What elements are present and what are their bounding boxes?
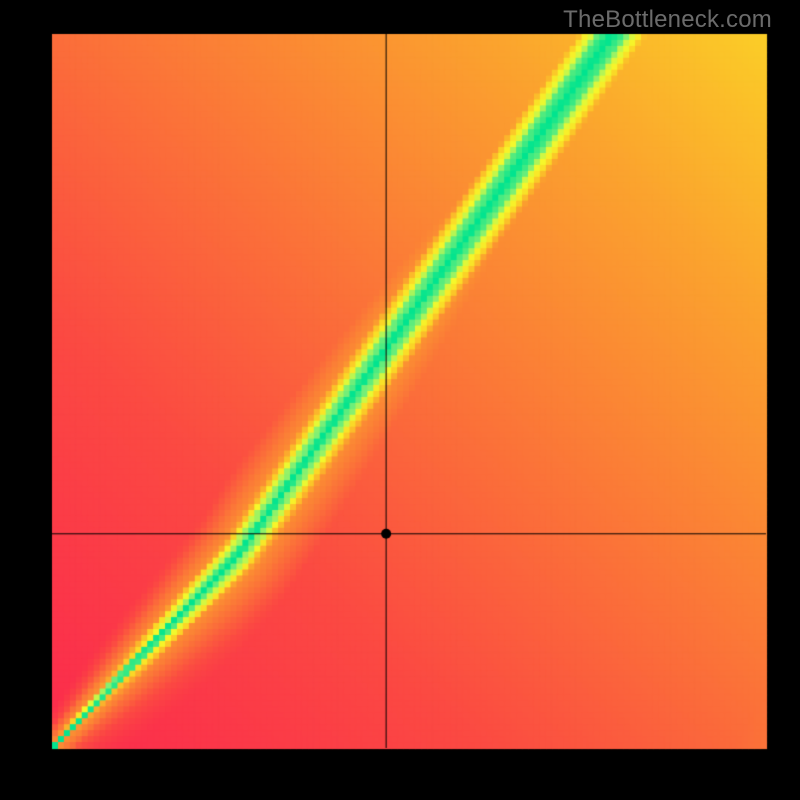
- chart-container: { "watermark": { "text": "TheBottleneck.…: [0, 0, 800, 800]
- watermark-text: TheBottleneck.com: [563, 6, 772, 34]
- bottleneck-heatmap: [0, 0, 800, 800]
